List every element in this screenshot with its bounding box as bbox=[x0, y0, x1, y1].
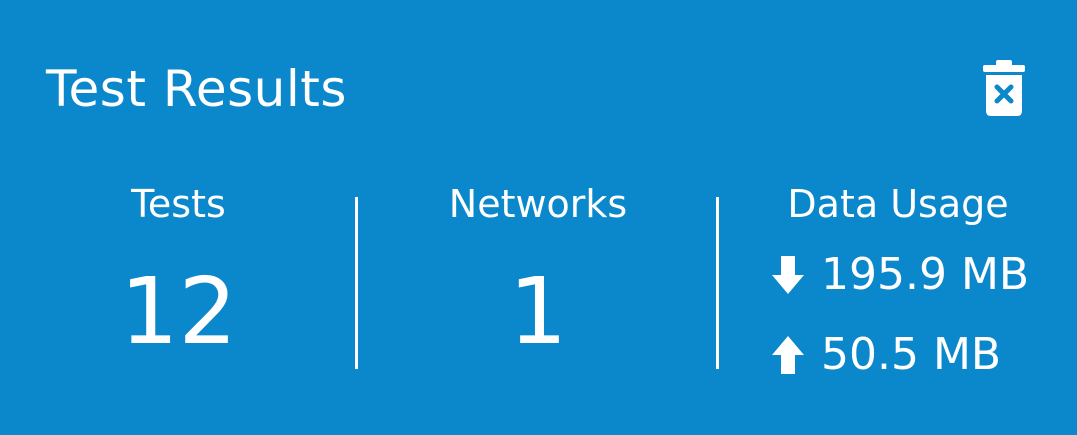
networks-stat: Networks 1 bbox=[359, 175, 717, 375]
trash-x-icon bbox=[983, 60, 1025, 116]
tests-value: 12 bbox=[119, 258, 238, 365]
stats-row: Tests 12 Networks 1 Data Usage 195.9 MB … bbox=[0, 175, 1077, 380]
upload-value: 50.5 MB bbox=[821, 329, 1002, 380]
download-usage: 195.9 MB bbox=[771, 247, 1029, 303]
data-usage-stat: Data Usage 195.9 MB 50.5 MB bbox=[719, 175, 1077, 380]
stat-divider bbox=[716, 197, 719, 369]
card-title: Test Results bbox=[46, 60, 347, 118]
download-value: 195.9 MB bbox=[821, 249, 1030, 300]
networks-label: Networks bbox=[448, 182, 628, 226]
data-usage-label: Data Usage bbox=[787, 182, 1009, 226]
upload-usage: 50.5 MB bbox=[771, 327, 1001, 383]
tests-label: Tests bbox=[131, 182, 226, 226]
arrow-down-icon bbox=[772, 256, 804, 294]
networks-value: 1 bbox=[508, 258, 568, 365]
arrow-up-icon bbox=[772, 336, 804, 374]
tests-stat: Tests 12 bbox=[0, 175, 357, 375]
stat-divider bbox=[355, 197, 358, 369]
delete-results-button[interactable] bbox=[982, 60, 1026, 116]
